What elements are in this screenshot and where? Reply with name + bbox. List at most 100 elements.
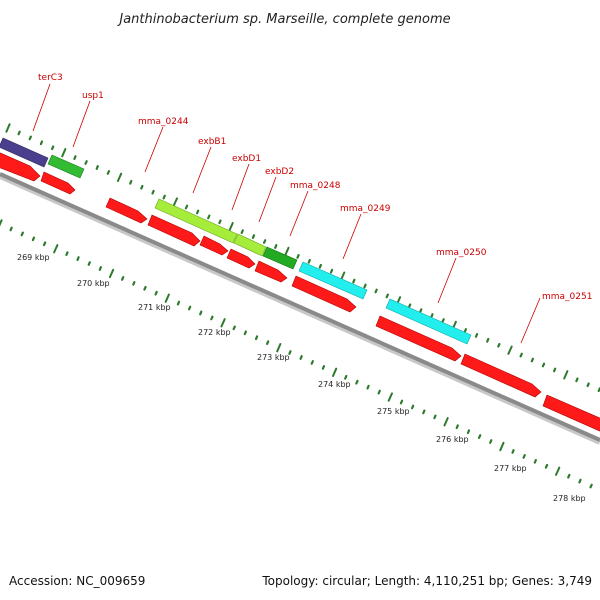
- ruler-minor-tick: [307, 258, 311, 264]
- ruler-major-tick: [0, 219, 3, 227]
- tick-label: 270 kbp: [77, 279, 110, 288]
- ruler-major-tick: [332, 367, 338, 377]
- ruler-minor-tick: [363, 283, 367, 289]
- ruler-minor-tick: [42, 241, 47, 247]
- gene-label-exbB1[interactable]: exbB1: [198, 137, 226, 147]
- ruler-minor-tick: [441, 318, 445, 323]
- ruler-minor-tick: [274, 244, 278, 249]
- gene-label-terC3[interactable]: terC3: [38, 73, 63, 83]
- leader-line: [258, 176, 277, 223]
- cds-track-forward: [0, 152, 600, 432]
- ruler-major-tick: [507, 345, 513, 355]
- leader-line: [437, 257, 457, 304]
- accession-label: Accession: NC_009659: [9, 574, 145, 588]
- ruler-minor-tick: [95, 165, 99, 170]
- ruler-minor-tick: [419, 308, 423, 314]
- cds-arrow[interactable]: [105, 197, 148, 224]
- ruler-major-tick: [499, 441, 505, 452]
- gene-label-mma_0248[interactable]: mma_0248: [290, 181, 341, 191]
- tick-label: 274 kbp: [318, 380, 351, 389]
- gene-label-mma_0249[interactable]: mma_0249: [340, 204, 391, 214]
- gene-box-mma_0248[interactable]: [298, 261, 368, 300]
- gene-box-exbD1[interactable]: [233, 233, 267, 257]
- leader-line: [231, 163, 250, 211]
- leader-line: [289, 190, 309, 237]
- ruler-major-tick: [164, 293, 170, 303]
- ruler-minor-tick: [184, 204, 189, 210]
- ruler-minor-tick: [243, 330, 247, 336]
- tick-label: 269 kbp: [17, 253, 50, 262]
- gene-label-mma_0251[interactable]: mma_0251: [542, 292, 592, 302]
- ruler-minor-tick: [352, 278, 356, 284]
- cds-arrow[interactable]: [542, 394, 600, 432]
- ruler-minor-tick: [176, 300, 181, 306]
- ruler-minor-tick: [466, 429, 471, 435]
- ruler-minor-tick: [288, 350, 292, 355]
- genome-backbone: [0, 172, 600, 445]
- cds-arrow[interactable]: [199, 235, 229, 256]
- gene-box-terC3[interactable]: [0, 137, 49, 168]
- lower-dotted-ruler: [0, 219, 593, 489]
- ruler-minor-tick: [50, 145, 55, 151]
- ruler-minor-tick: [589, 483, 593, 489]
- ruler-minor-tick: [455, 424, 459, 430]
- gene-box-mma_0250[interactable]: [385, 298, 472, 345]
- ruler-minor-tick: [366, 384, 370, 390]
- cds-arrow[interactable]: [226, 248, 256, 269]
- ruler-minor-tick: [187, 305, 192, 311]
- ruler-major-tick: [563, 370, 569, 380]
- ruler-minor-tick: [408, 303, 412, 309]
- ruler-minor-tick: [486, 337, 490, 343]
- ruler-minor-tick: [240, 229, 244, 235]
- ruler-minor-tick: [232, 325, 236, 331]
- cds-arrow[interactable]: [0, 152, 41, 182]
- ruler-minor-tick: [20, 231, 24, 237]
- tick-label: 271 kbp: [138, 303, 171, 312]
- ruler-minor-tick: [522, 454, 526, 459]
- ruler-minor-tick: [87, 261, 91, 266]
- ruler-minor-tick: [474, 333, 479, 338]
- cds-arrow[interactable]: [291, 275, 357, 313]
- category-track: [0, 137, 472, 345]
- ruler-major-tick: [53, 244, 59, 254]
- gene-box-exbD2[interactable]: [262, 246, 298, 270]
- tick-label: 277 kbp: [494, 464, 527, 473]
- ruler-minor-tick: [385, 293, 389, 299]
- gene-label-exbD1[interactable]: exbD1: [232, 154, 261, 164]
- leader-line: [72, 100, 91, 148]
- gene-label-mma_0244[interactable]: mma_0244: [138, 117, 189, 127]
- ruler-minor-tick: [552, 367, 557, 373]
- ruler-minor-tick: [296, 254, 300, 259]
- ruler-minor-tick: [586, 382, 590, 388]
- gene-box-exbB1[interactable]: [154, 198, 238, 244]
- cds-arrow[interactable]: [147, 214, 201, 247]
- ruler-minor-tick: [84, 160, 88, 165]
- gene-label-exbD2[interactable]: exbD2: [265, 167, 294, 177]
- ruler-major-tick: [61, 148, 67, 158]
- ruler-major-tick: [172, 197, 178, 207]
- ruler-minor-tick: [519, 352, 523, 358]
- gene-box-usp1[interactable]: [47, 154, 85, 179]
- cds-arrow[interactable]: [375, 315, 462, 362]
- ruler-minor-tick: [377, 389, 381, 395]
- ruler-major-tick: [5, 123, 11, 133]
- gene-label-mma_0250[interactable]: mma_0250: [436, 248, 487, 258]
- ruler-minor-tick: [143, 285, 147, 291]
- ruler-minor-tick: [329, 268, 334, 274]
- ruler-major-tick: [116, 172, 123, 182]
- cds-arrow[interactable]: [40, 171, 76, 195]
- ruler-minor-tick: [129, 179, 133, 185]
- cds-arrow[interactable]: [254, 260, 288, 283]
- ruler-minor-tick: [321, 365, 326, 370]
- cds-arrow[interactable]: [460, 353, 542, 398]
- kbp-tick-labels: 269 kbp 270 kbp 271 kbp 272 kbp 273 kbp …: [17, 253, 586, 503]
- ruler-major-tick: [387, 392, 393, 402]
- ruler-minor-tick: [28, 135, 32, 141]
- gene-label-usp1[interactable]: usp1: [82, 91, 104, 101]
- ruler-minor-tick: [199, 310, 203, 316]
- ruler-minor-tick: [318, 263, 322, 269]
- tick-label: 272 kbp: [198, 328, 231, 337]
- leader-line: [342, 213, 362, 260]
- ruler-minor-tick: [477, 434, 482, 439]
- ruler-minor-tick: [399, 399, 404, 405]
